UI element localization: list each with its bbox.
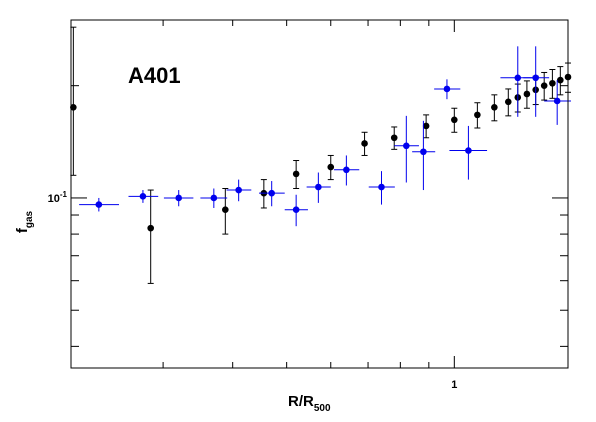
data-point xyxy=(549,69,556,99)
data-point xyxy=(504,88,512,117)
data-point xyxy=(222,188,229,235)
data-marker xyxy=(343,166,350,174)
data-point xyxy=(557,66,564,96)
data-marker xyxy=(504,98,512,106)
series-0 xyxy=(70,26,572,284)
data-point xyxy=(79,197,120,212)
data-point xyxy=(70,26,77,176)
data-point xyxy=(491,94,498,122)
data-point xyxy=(163,190,194,207)
data-point xyxy=(284,194,308,227)
data-marker xyxy=(557,76,564,84)
data-marker xyxy=(139,193,147,200)
series-1 xyxy=(79,46,572,227)
data-point xyxy=(451,107,458,133)
data-point xyxy=(292,160,300,190)
data-point xyxy=(333,155,360,186)
data-marker xyxy=(378,183,385,191)
data-point xyxy=(422,114,430,139)
data-marker xyxy=(523,90,531,98)
data-marker xyxy=(553,97,561,105)
data-marker xyxy=(390,134,398,142)
data-marker xyxy=(95,201,103,208)
data-point xyxy=(368,171,395,205)
x-axis-label-main: R/R xyxy=(288,393,314,410)
y-axis-label-sub: gas xyxy=(24,210,35,228)
data-marker xyxy=(451,116,458,124)
data-marker xyxy=(147,224,154,232)
y-tick-label: 10-1 xyxy=(48,190,68,205)
data-marker xyxy=(465,147,472,154)
axis-ticks xyxy=(71,20,568,368)
data-marker xyxy=(70,104,77,111)
data-point xyxy=(394,115,419,183)
data-point xyxy=(200,188,228,208)
x-axis-label-sub: 500 xyxy=(314,403,331,414)
y-axis-label: fgas xyxy=(14,210,35,233)
data-marker xyxy=(268,189,275,197)
data-point xyxy=(540,71,548,101)
data-marker xyxy=(443,85,451,93)
data-point xyxy=(327,154,335,181)
data-points xyxy=(70,26,572,284)
data-point xyxy=(361,131,368,156)
data-point xyxy=(412,120,436,191)
x-tick-label-1: 1 xyxy=(451,379,457,391)
y-tick-label-0.1: 10-1 xyxy=(48,190,68,205)
data-marker xyxy=(175,194,183,202)
data-marker xyxy=(549,79,556,87)
data-point xyxy=(474,102,481,129)
data-point xyxy=(147,189,154,284)
data-point xyxy=(306,172,331,203)
data-point xyxy=(523,80,531,109)
data-marker xyxy=(420,148,427,156)
data-marker xyxy=(292,206,300,214)
data-marker xyxy=(474,111,481,119)
data-marker xyxy=(514,74,522,82)
plot-frame xyxy=(70,19,569,369)
data-marker xyxy=(403,142,410,150)
data-point xyxy=(544,80,572,125)
data-point xyxy=(128,190,159,203)
y-axis-label-main: f xyxy=(14,227,31,233)
data-marker xyxy=(210,194,218,202)
data-marker xyxy=(532,74,540,82)
data-marker xyxy=(235,186,242,194)
x-tick-label: 1 xyxy=(451,379,457,391)
data-marker xyxy=(361,140,368,147)
data-marker xyxy=(315,183,322,191)
data-marker xyxy=(491,104,498,111)
y-tick-exponent: -1 xyxy=(60,190,68,199)
data-marker xyxy=(222,206,229,214)
data-marker xyxy=(292,170,300,178)
data-point xyxy=(390,126,398,150)
data-marker xyxy=(327,163,335,171)
data-marker xyxy=(422,122,430,130)
data-point xyxy=(449,125,488,180)
data-point xyxy=(226,179,252,202)
chart-title: A401 xyxy=(128,63,181,88)
data-marker xyxy=(540,82,548,89)
x-axis-label: R/R500 xyxy=(288,393,331,414)
data-point xyxy=(259,181,285,207)
y-tick-base: 10 xyxy=(48,193,60,205)
data-point xyxy=(523,46,550,117)
data-point xyxy=(434,79,461,100)
